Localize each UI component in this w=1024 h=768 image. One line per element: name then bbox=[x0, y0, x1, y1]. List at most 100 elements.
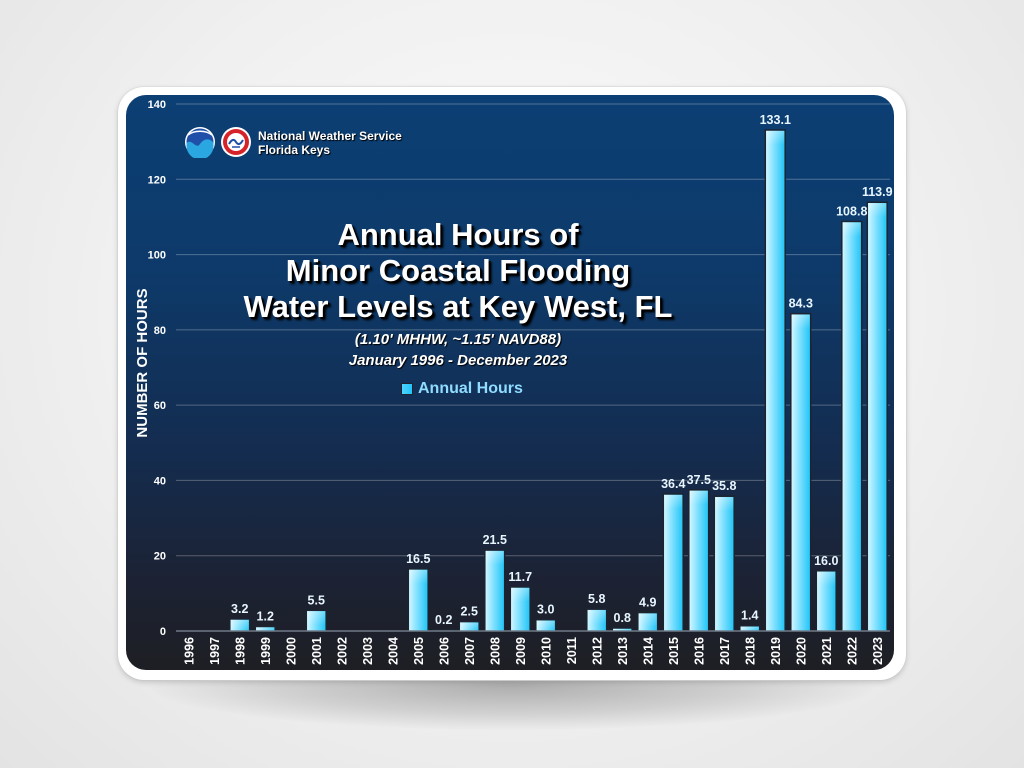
x-tick-label: 2017 bbox=[718, 637, 732, 665]
x-tick-label: 1998 bbox=[233, 637, 247, 665]
x-tick-label: 2016 bbox=[692, 637, 706, 665]
bar bbox=[713, 495, 735, 632]
bar-highlight bbox=[664, 494, 683, 509]
data-label: 16.0 bbox=[814, 554, 838, 568]
y-tick-label: 100 bbox=[148, 250, 166, 262]
y-tick-label: 60 bbox=[154, 400, 166, 412]
x-tick-label: 2002 bbox=[335, 637, 349, 665]
data-label: 0.2 bbox=[435, 613, 452, 627]
data-label: 3.0 bbox=[537, 603, 554, 617]
data-label: 108.8 bbox=[836, 204, 867, 218]
title-line-3: Water Levels at Key West, FL bbox=[243, 289, 673, 324]
bar-highlight bbox=[256, 627, 275, 631]
subtitle-period: January 1996 - December 2023 bbox=[348, 352, 568, 369]
bar-highlight bbox=[587, 610, 606, 625]
x-tick-label: 2018 bbox=[743, 637, 757, 665]
nws-logo bbox=[220, 126, 252, 158]
x-tick-label: 2004 bbox=[386, 637, 400, 665]
data-label: 1.4 bbox=[741, 609, 758, 623]
data-label: 35.8 bbox=[712, 479, 736, 493]
org-line-2: Florida Keys bbox=[258, 143, 331, 157]
bar-highlight bbox=[817, 571, 836, 586]
data-label: 0.8 bbox=[614, 611, 631, 625]
x-tick-label: 2007 bbox=[463, 637, 477, 665]
chart-title: Annual Hours of Minor Coastal Flooding W… bbox=[193, 217, 723, 371]
bar-highlight bbox=[307, 611, 326, 626]
data-label: 21.5 bbox=[483, 533, 507, 547]
bar bbox=[866, 201, 888, 632]
bar-highlight bbox=[511, 587, 530, 602]
bar bbox=[662, 493, 684, 632]
organization-name: National Weather Service Florida Keys bbox=[258, 129, 402, 157]
x-tick-label: 2011 bbox=[565, 637, 579, 664]
x-tick-label: 2023 bbox=[871, 637, 885, 665]
bar-highlight bbox=[868, 203, 887, 218]
data-label: 113.9 bbox=[862, 185, 893, 199]
y-axis-label: NUMBER OF HOURS bbox=[134, 288, 151, 437]
bar-highlight bbox=[766, 130, 785, 145]
bar-highlight bbox=[485, 551, 504, 566]
legend: Annual Hours bbox=[401, 380, 523, 398]
data-label: 5.8 bbox=[588, 592, 605, 606]
bar-highlight bbox=[536, 620, 555, 631]
bar-highlight bbox=[409, 569, 428, 584]
x-tick-label: 2022 bbox=[845, 637, 859, 665]
x-tick-label: 2014 bbox=[641, 637, 655, 665]
x-tick-label: 1996 bbox=[182, 637, 196, 665]
data-label: 84.3 bbox=[789, 297, 813, 311]
noaa-logo bbox=[184, 126, 216, 160]
y-tick-label: 20 bbox=[154, 551, 166, 563]
x-tick-label: 2012 bbox=[590, 637, 604, 665]
x-tick-label: 2000 bbox=[284, 637, 298, 665]
bar-highlight bbox=[740, 626, 759, 631]
x-tick-label: 1997 bbox=[208, 637, 222, 665]
x-tick-label: 2009 bbox=[514, 637, 528, 665]
x-tick-label: 2021 bbox=[820, 637, 834, 665]
data-label: 2.5 bbox=[461, 605, 478, 619]
title-line-1: Annual Hours of bbox=[337, 217, 579, 252]
x-tick-label: 2008 bbox=[488, 637, 502, 665]
x-tick-label: 2003 bbox=[361, 637, 375, 665]
chart-panel: 3.2 1.2 5.5 16.5 0.2 2.5 21.5 11.7 3.0 5.8 0.8 4.9 3… bbox=[126, 95, 894, 670]
subtitle-datum: (1.10' MHHW, ~1.15' NAVD88) bbox=[354, 331, 562, 348]
bar-highlight bbox=[613, 628, 632, 631]
x-tick-label: 2013 bbox=[616, 637, 630, 665]
y-tick-label: 140 bbox=[148, 99, 166, 111]
bar-highlight bbox=[638, 613, 657, 628]
title-line-2: Minor Coastal Flooding bbox=[285, 253, 631, 288]
bar bbox=[764, 129, 786, 632]
x-tick-label: 2001 bbox=[310, 637, 324, 665]
bar-highlight bbox=[791, 314, 810, 329]
data-label: 36.4 bbox=[661, 477, 685, 491]
data-label: 1.2 bbox=[257, 609, 274, 623]
bar-highlight bbox=[460, 622, 479, 631]
y-tick-label: 120 bbox=[148, 174, 166, 186]
y-tick-label: 0 bbox=[160, 626, 166, 638]
bar bbox=[688, 489, 710, 632]
x-tick-label: 2020 bbox=[794, 637, 808, 665]
x-tick-label: 2019 bbox=[769, 637, 783, 665]
data-label: 37.5 bbox=[687, 473, 711, 487]
org-line-1: National Weather Service bbox=[258, 129, 402, 143]
x-tick-label: 2006 bbox=[437, 637, 451, 665]
x-tick-label: 2015 bbox=[667, 637, 681, 665]
legend-label: Annual Hours bbox=[418, 380, 523, 397]
data-label: 133.1 bbox=[760, 113, 791, 127]
bar-highlight bbox=[842, 222, 861, 237]
data-label: 3.2 bbox=[231, 602, 248, 616]
bar-highlight bbox=[230, 619, 249, 631]
bar-highlight bbox=[715, 497, 734, 512]
bar bbox=[790, 312, 812, 632]
data-label: 16.5 bbox=[406, 552, 430, 566]
x-tick-label: 2005 bbox=[412, 637, 426, 665]
data-label: 5.5 bbox=[308, 593, 325, 607]
y-tick-label: 40 bbox=[154, 475, 166, 487]
bar-chart: 3.2 1.2 5.5 16.5 0.2 2.5 21.5 11.7 3.0 5.8 0.8 4.9 3… bbox=[134, 99, 893, 665]
x-tick-label: 1999 bbox=[259, 637, 273, 665]
y-tick-label: 80 bbox=[154, 325, 166, 337]
bar-highlight bbox=[689, 490, 708, 505]
data-label: 11.7 bbox=[508, 570, 532, 584]
data-label: 4.9 bbox=[639, 596, 656, 610]
bar bbox=[841, 220, 863, 632]
legend-swatch bbox=[401, 383, 413, 395]
